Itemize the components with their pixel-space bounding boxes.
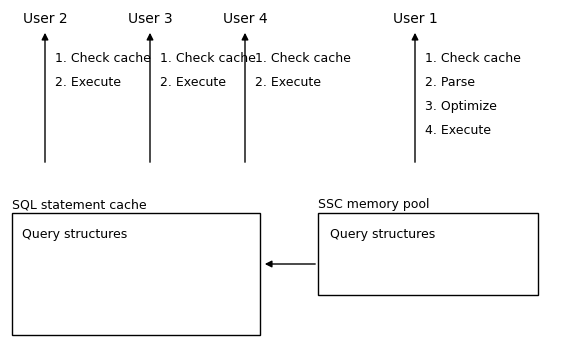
Text: User 1: User 1 bbox=[393, 12, 437, 26]
Text: 4. Execute: 4. Execute bbox=[425, 124, 491, 137]
Text: SSC memory pool: SSC memory pool bbox=[318, 198, 429, 211]
Text: 2. Execute: 2. Execute bbox=[255, 76, 321, 89]
Bar bbox=[318, 213, 538, 295]
Text: 1. Check cache: 1. Check cache bbox=[255, 52, 351, 65]
Text: 2. Execute: 2. Execute bbox=[160, 76, 226, 89]
Text: User 3: User 3 bbox=[128, 12, 173, 26]
Text: Query structures: Query structures bbox=[330, 228, 435, 241]
Text: 3. Optimize: 3. Optimize bbox=[425, 100, 497, 113]
Text: User 2: User 2 bbox=[22, 12, 67, 26]
Text: 2. Parse: 2. Parse bbox=[425, 76, 475, 89]
Bar bbox=[12, 213, 260, 335]
Text: SQL statement cache: SQL statement cache bbox=[12, 198, 147, 211]
Text: 1. Check cache: 1. Check cache bbox=[55, 52, 151, 65]
Text: 1. Check cache: 1. Check cache bbox=[425, 52, 521, 65]
Text: User 4: User 4 bbox=[223, 12, 268, 26]
Text: 1. Check cache: 1. Check cache bbox=[160, 52, 256, 65]
Text: 2. Execute: 2. Execute bbox=[55, 76, 121, 89]
Text: Query structures: Query structures bbox=[22, 228, 127, 241]
